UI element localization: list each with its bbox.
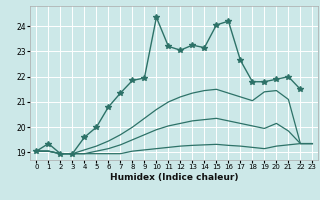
X-axis label: Humidex (Indice chaleur): Humidex (Indice chaleur) — [110, 173, 239, 182]
